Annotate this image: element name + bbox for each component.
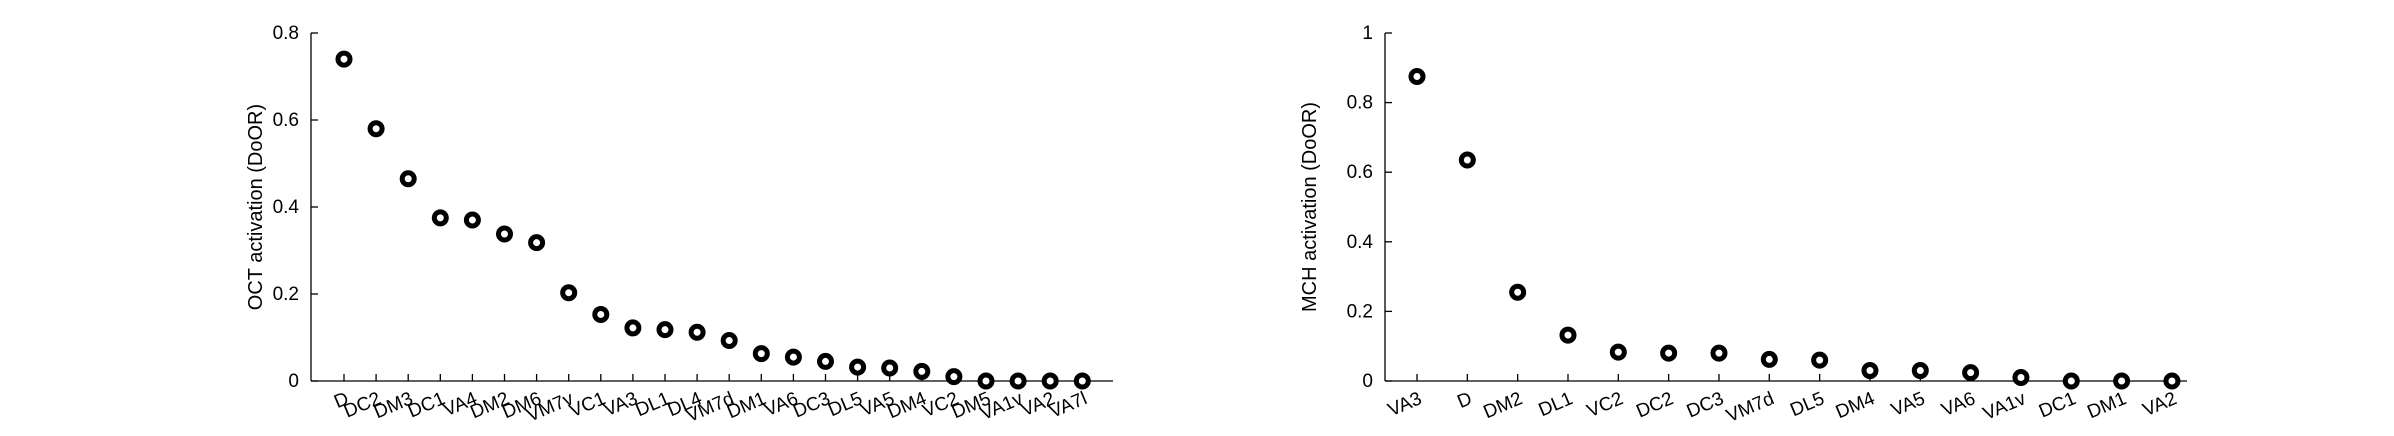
data-point-dm5 bbox=[977, 372, 995, 390]
data-point-dc3 bbox=[817, 352, 834, 370]
data-point-va1v bbox=[2012, 369, 2030, 387]
x-tick-label-dl5: DL5 bbox=[1787, 388, 1827, 421]
data-point-va7l bbox=[1073, 372, 1091, 390]
x-tick-label-vc2: VC2 bbox=[1584, 388, 1626, 422]
data-point-dc2 bbox=[367, 120, 385, 138]
x-tick-label-vm7d: VM7d bbox=[1723, 388, 1777, 427]
x-tick-label-va6: VA6 bbox=[1939, 388, 1979, 421]
y-tick-label: 0.8 bbox=[273, 23, 299, 44]
y-tick-label: 0.4 bbox=[273, 197, 300, 218]
x-tick-label-dm4: DM4 bbox=[1833, 388, 1879, 423]
x-tick-label-dm2: DM2 bbox=[1480, 388, 1525, 423]
data-point-va6 bbox=[784, 348, 802, 366]
x-tick-label-dc3: DC3 bbox=[1684, 388, 1727, 422]
data-point-va1v bbox=[1009, 372, 1027, 390]
data-point-dm2 bbox=[496, 225, 513, 243]
y-axis-title: MCH activation (DoOR) bbox=[1299, 102, 1321, 312]
y-tick-label: 0.2 bbox=[1347, 301, 1373, 322]
y-tick-label: 0.8 bbox=[1347, 93, 1373, 114]
y-tick-label: 0.4 bbox=[1347, 232, 1374, 253]
y-tick-label: 0.2 bbox=[273, 284, 299, 305]
data-point-vm7d bbox=[720, 332, 738, 350]
x-tick-label-va7l: VA7l bbox=[1046, 388, 1090, 422]
x-tick-label-va2: VA2 bbox=[2140, 388, 2180, 421]
data-point-dl5 bbox=[849, 358, 867, 376]
y-tick-label: 0.6 bbox=[1347, 162, 1373, 183]
data-point-vm7v bbox=[560, 284, 578, 302]
data-point-va3 bbox=[624, 319, 642, 337]
x-tick-label-dc1: DC1 bbox=[2036, 388, 2079, 422]
x-tick-label-va1v: VA1v bbox=[1980, 388, 2029, 425]
data-point-d bbox=[335, 50, 353, 68]
data-point-dm1 bbox=[752, 345, 770, 363]
data-point-dc1 bbox=[2062, 372, 2080, 390]
x-tick-label-d: D bbox=[1454, 388, 1475, 413]
y-tick-label: 0 bbox=[288, 371, 299, 392]
data-point-va2 bbox=[2163, 372, 2181, 390]
data-point-va5 bbox=[1911, 362, 1929, 380]
data-point-dc1 bbox=[431, 209, 449, 227]
data-point-va5 bbox=[881, 359, 899, 377]
y-tick-label: 1 bbox=[1362, 23, 1373, 44]
data-point-dc2 bbox=[1660, 344, 1678, 362]
data-point-va2 bbox=[1041, 372, 1059, 390]
data-point-vc1 bbox=[592, 305, 610, 323]
data-point-dl1 bbox=[1559, 326, 1577, 344]
data-point-dl5 bbox=[1811, 351, 1829, 369]
data-point-va3 bbox=[1408, 68, 1426, 85]
y-tick-label: 0.6 bbox=[273, 110, 299, 131]
data-point-dm4 bbox=[913, 362, 931, 380]
data-point-dl1 bbox=[656, 321, 674, 339]
data-point-d bbox=[1458, 151, 1476, 169]
data-point-va4 bbox=[463, 211, 481, 229]
data-point-vc2 bbox=[1609, 343, 1627, 361]
data-point-vc2 bbox=[945, 368, 963, 386]
data-point-dm6 bbox=[528, 234, 546, 252]
data-point-va6 bbox=[1962, 364, 1980, 382]
x-tick-label-va5: VA5 bbox=[1888, 388, 1928, 421]
data-point-vm7d bbox=[1760, 350, 1778, 368]
x-tick-label-dm1: DM1 bbox=[2084, 388, 2129, 423]
y-axis-title: OCT activation (DoOR) bbox=[245, 104, 267, 310]
data-point-dm3 bbox=[399, 170, 417, 188]
data-point-dm2 bbox=[1509, 283, 1527, 301]
data-point-dm1 bbox=[2113, 372, 2131, 390]
data-point-dm4 bbox=[1861, 362, 1879, 380]
x-tick-label-dc2: DC2 bbox=[1633, 388, 1676, 422]
data-point-dl4 bbox=[688, 323, 706, 341]
data-point-dc3 bbox=[1710, 344, 1728, 362]
x-tick-label-va3: VA3 bbox=[1385, 388, 1425, 421]
x-tick-label-dl1: DL1 bbox=[1536, 388, 1576, 421]
y-tick-label: 0 bbox=[1362, 371, 1373, 392]
